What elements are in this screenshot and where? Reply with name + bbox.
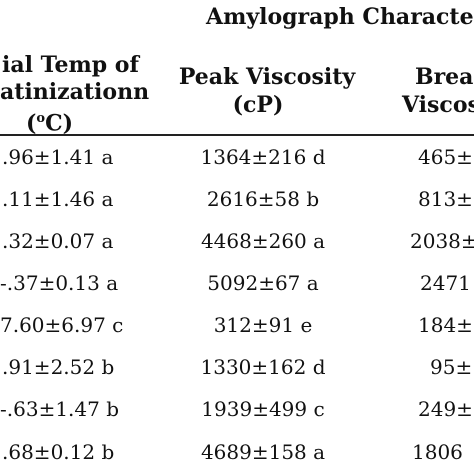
- table-row-2-breakdown: 813±: [418, 187, 473, 211]
- table-row-4-breakdown: 2471: [420, 271, 471, 295]
- table-row-3-temp: .32±0.07 a: [2, 229, 114, 253]
- table-row-8-peak: 4689±158 a: [200, 440, 326, 464]
- table-row-1-peak: 1364±216 d: [200, 145, 326, 169]
- col-temp-header-line1: ial Temp of: [2, 52, 139, 78]
- col-breakdown-header-line1: Brea: [415, 64, 474, 90]
- table-row-6-breakdown: 95±: [430, 355, 473, 379]
- table-row-5-breakdown: 184±: [418, 313, 473, 337]
- unit-close: C): [45, 110, 74, 137]
- group-header: Amylograph Character: [206, 4, 474, 30]
- table-row-8-breakdown: 1806: [412, 440, 463, 464]
- col-peak-viscosity-header-line2: (cP): [232, 92, 284, 118]
- table-row-5-peak: 312±91 e: [213, 313, 313, 337]
- col-temp-header-unit: (oC): [26, 106, 73, 136]
- col-peak-viscosity-header-line1: Peak Viscosity: [178, 64, 356, 90]
- unit-degree: o: [36, 111, 46, 126]
- table-row-4-temp: -.37±0.13 a: [0, 271, 119, 295]
- unit-open: (: [26, 110, 37, 137]
- col-breakdown-header-line2: Viscos: [402, 92, 474, 118]
- table-row-7-breakdown: 249±: [418, 397, 473, 421]
- table-row-2-peak: 2616±58 b: [206, 187, 320, 211]
- table-row-6-peak: 1330±162 d: [200, 355, 326, 379]
- table-row-2-temp: .11±1.46 a: [2, 187, 114, 211]
- table-row-1-temp: .96±1.41 a: [2, 145, 114, 169]
- table-row-1-breakdown: 465±: [418, 145, 473, 169]
- table-row-5-temp: 7.60±6.97 c: [0, 313, 124, 337]
- table-row-3-peak: 4468±260 a: [200, 229, 326, 253]
- table-row-7-peak: 1939±499 c: [201, 397, 325, 421]
- table-row-3-breakdown: 2038±: [410, 229, 474, 253]
- table-row-6-temp: .91±2.52 b: [2, 355, 115, 379]
- table-row-7-temp: -.63±1.47 b: [0, 397, 120, 421]
- col-temp-header-line2: atinizationn: [0, 79, 150, 105]
- table-row-8-temp: .68±0.12 b: [2, 440, 115, 464]
- table-row-4-peak: 5092±67 a: [207, 271, 319, 295]
- header-rule: [0, 134, 474, 136]
